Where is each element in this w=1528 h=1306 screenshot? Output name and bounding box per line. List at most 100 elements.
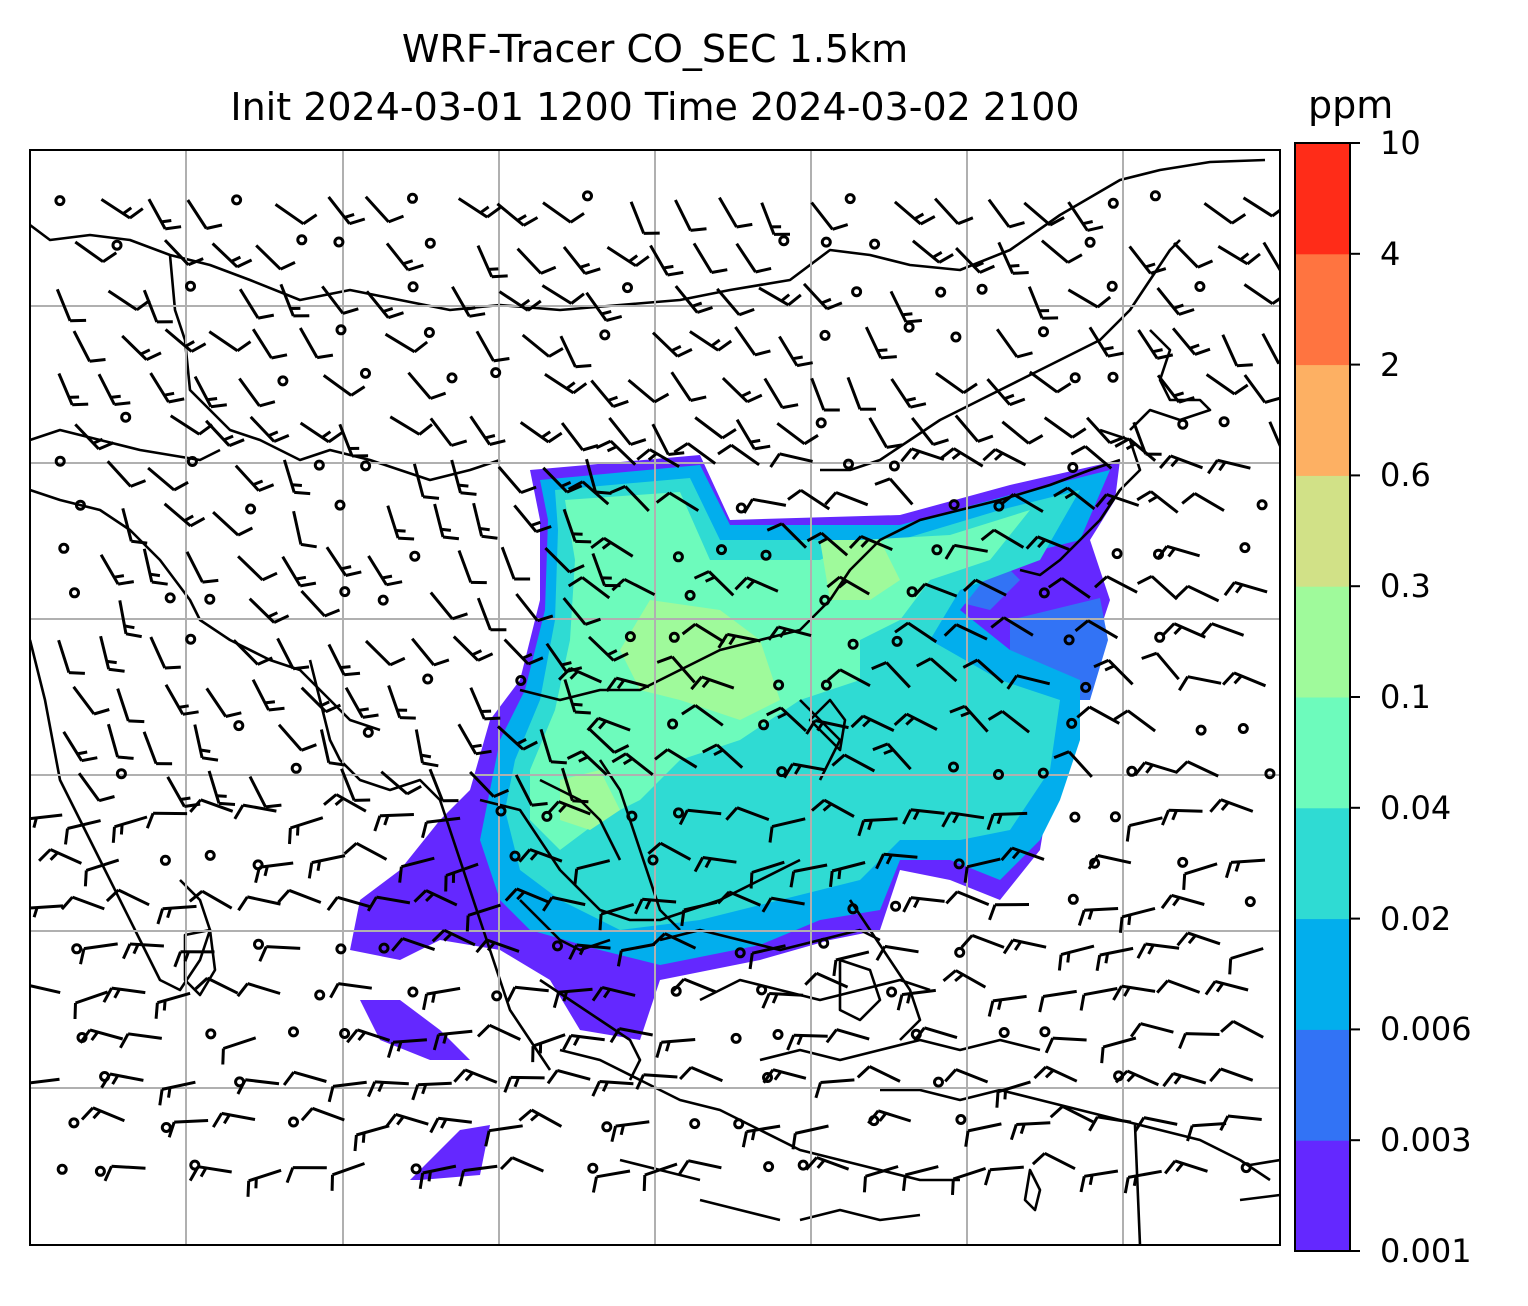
wind-barb [163, 239, 204, 267]
calm-wind-marker [888, 460, 900, 472]
wind-barb [1141, 651, 1180, 681]
colorbar [1294, 142, 1360, 1252]
wind-barb [940, 447, 984, 468]
wind-barb [864, 326, 897, 360]
wind-barb [767, 625, 812, 641]
calm-wind-marker [847, 638, 859, 650]
calm-wind-marker [120, 411, 132, 423]
wind-barb [398, 856, 435, 883]
calm-wind-marker [205, 1028, 217, 1040]
wind-barb [142, 731, 173, 766]
wind-barb [983, 1165, 1024, 1186]
wind-barb [1156, 979, 1201, 994]
wind-barb [734, 326, 771, 357]
wind-barb [1186, 1122, 1227, 1142]
calm-wind-marker [587, 1162, 599, 1174]
wind-barb [193, 724, 219, 762]
wind-barb [595, 439, 637, 466]
wind-barb [997, 241, 1029, 275]
wind-barb [344, 686, 379, 719]
wind-barb [591, 1080, 634, 1097]
wind-barb [1079, 987, 1118, 1011]
calm-wind-marker [976, 283, 988, 295]
wind-barb [338, 423, 369, 458]
wind-barb [955, 247, 996, 274]
coastline-segment [1019, 428, 1142, 577]
wind-barb [364, 639, 406, 667]
wind-barb [598, 902, 635, 931]
calm-wind-marker [886, 986, 898, 998]
calm-wind-marker [509, 850, 521, 862]
calm-wind-marker [1069, 372, 1081, 384]
wind-barb [1228, 947, 1264, 975]
wind-barb [1093, 658, 1134, 686]
calm-wind-marker [1264, 768, 1276, 780]
wind-barb [476, 1023, 521, 1041]
wind-barb [911, 239, 954, 264]
calm-wind-marker [734, 947, 746, 959]
wind-barb [30, 904, 64, 918]
wind-barb [254, 861, 294, 884]
wind-barb [1074, 619, 1119, 640]
wind-barb [97, 373, 131, 406]
wind-barb [749, 860, 785, 889]
calm-wind-marker [362, 726, 374, 738]
wind-barb [465, 903, 501, 932]
wind-barb [1217, 245, 1261, 266]
calm-wind-marker [906, 586, 918, 598]
wind-barb [678, 1159, 722, 1175]
calm-wind-marker [495, 805, 507, 817]
wind-barb [432, 1029, 473, 1051]
wind-barb [1067, 288, 1112, 309]
calm-wind-marker [797, 1159, 809, 1171]
calm-wind-marker [1256, 499, 1268, 511]
wind-barb [980, 528, 1025, 549]
wind-barb [894, 621, 938, 644]
coastline-segment [30, 158, 1266, 312]
calm-wind-marker [1237, 723, 1249, 734]
wind-barb [166, 776, 201, 808]
wind-barb [1095, 946, 1134, 972]
concentration-contour [410, 1125, 490, 1180]
wind-barb [212, 510, 254, 537]
wind-barb [636, 448, 680, 468]
wind-barb [469, 415, 506, 446]
wind-barb [962, 578, 1007, 597]
wind-barb [546, 800, 591, 816]
wind-barb [299, 421, 343, 444]
wind-barb [588, 728, 630, 754]
wind-barb [122, 942, 164, 960]
wind-barb [1025, 535, 1070, 551]
calm-wind-marker [1038, 326, 1049, 338]
wind-barb [513, 504, 552, 534]
calm-wind-marker [1240, 1162, 1252, 1174]
wind-barb [498, 290, 542, 312]
wind-barb [1160, 893, 1205, 910]
wind-barb [741, 1124, 781, 1148]
wind-barb [1114, 1069, 1160, 1087]
calm-wind-marker [730, 1032, 742, 1044]
wind-barb [366, 895, 411, 912]
wind-barb [942, 969, 987, 989]
wind-barb [913, 582, 958, 598]
wind-barb [1136, 490, 1179, 514]
calm-wind-marker [933, 1076, 944, 1088]
calm-wind-marker [185, 633, 197, 645]
calm-wind-marker [552, 940, 563, 952]
wind-barb [789, 863, 828, 888]
calm-wind-marker [622, 282, 633, 294]
wind-barb [1136, 942, 1180, 959]
calm-wind-marker [1037, 767, 1049, 779]
wind-barb [735, 418, 771, 451]
calm-wind-marker [68, 1117, 80, 1129]
wind-barb [610, 485, 650, 512]
calm-wind-marker [758, 719, 770, 731]
calm-wind-marker [74, 499, 86, 511]
wind-barb [717, 443, 760, 467]
wind-barb [606, 246, 650, 268]
wind-barb [987, 994, 1027, 1017]
wind-barb [30, 1077, 60, 1085]
wind-barb [453, 1068, 498, 1084]
wind-barb [986, 811, 1028, 831]
wind-barb [1137, 329, 1174, 360]
